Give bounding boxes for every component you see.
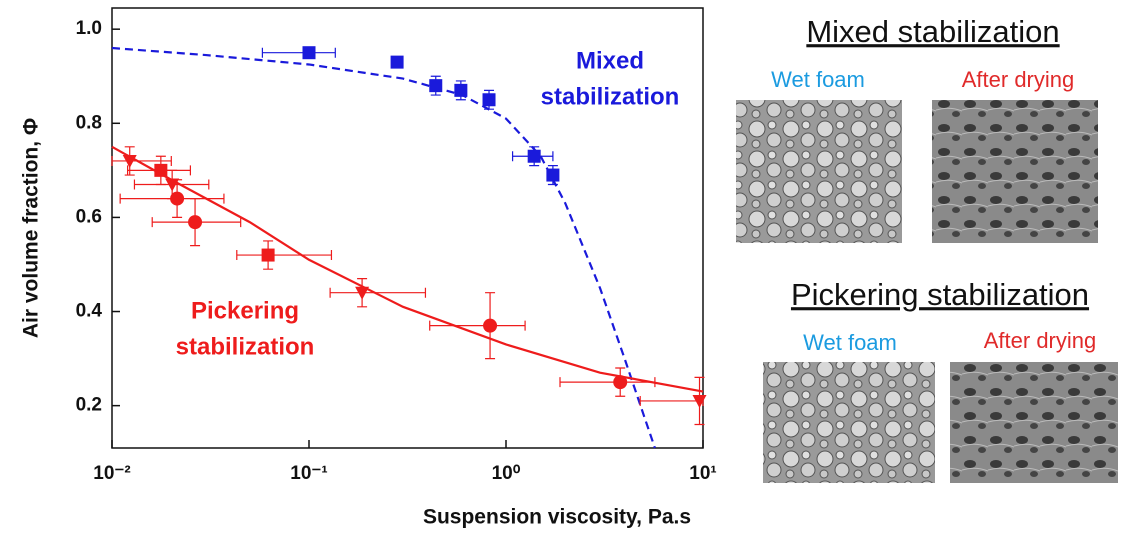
marker [528, 150, 541, 163]
marker [483, 319, 497, 333]
x-tick-label: 10⁻² [93, 463, 131, 484]
x-axis-label: Suspension viscosity, Pa.s [423, 506, 691, 529]
x-error-bar [330, 288, 425, 298]
marker [154, 164, 167, 177]
marker [546, 169, 559, 182]
y-tick-label: 1.0 [76, 18, 102, 39]
annotation: Mixed [576, 47, 644, 74]
panel-title: Mixed stabilization [806, 14, 1059, 49]
annotation: stabilization [541, 83, 680, 110]
figure: Suspension viscosity, Pa.s Air volume fr… [0, 0, 1128, 533]
annotation: Pickering [191, 297, 299, 324]
x-error-bar [640, 396, 703, 406]
photo [736, 100, 902, 243]
y-tick-label: 0.2 [76, 395, 102, 416]
marker [262, 249, 275, 262]
photo [763, 362, 935, 483]
x-error-bar [560, 377, 655, 387]
panel-label: After drying [984, 328, 1097, 353]
photo [950, 362, 1118, 483]
marker [188, 215, 202, 229]
panel-label: After drying [962, 67, 1075, 92]
annotation: stabilization [176, 333, 315, 360]
marker [613, 375, 627, 389]
photo [932, 100, 1098, 243]
x-error-bar [262, 48, 335, 58]
x-tick-label: 10⁻¹ [290, 463, 328, 484]
x-tick-label: 10⁰ [492, 463, 521, 484]
marker [483, 93, 496, 106]
marker [391, 56, 404, 69]
y-tick-label: 0.8 [76, 112, 102, 133]
x-tick-label: 10¹ [689, 463, 716, 484]
panel-title: Pickering stabilization [791, 277, 1089, 312]
panel-label: Wet foam [803, 330, 897, 355]
panel-label: Wet foam [771, 67, 865, 92]
x-error-bar [237, 250, 332, 260]
y-tick-label: 0.4 [76, 301, 103, 322]
marker [429, 79, 442, 92]
marker [303, 46, 316, 59]
y-tick-label: 0.6 [76, 206, 102, 227]
y-axis-label: Air volume fraction, Φ [20, 118, 43, 338]
marker [170, 192, 184, 206]
marker [454, 84, 467, 97]
